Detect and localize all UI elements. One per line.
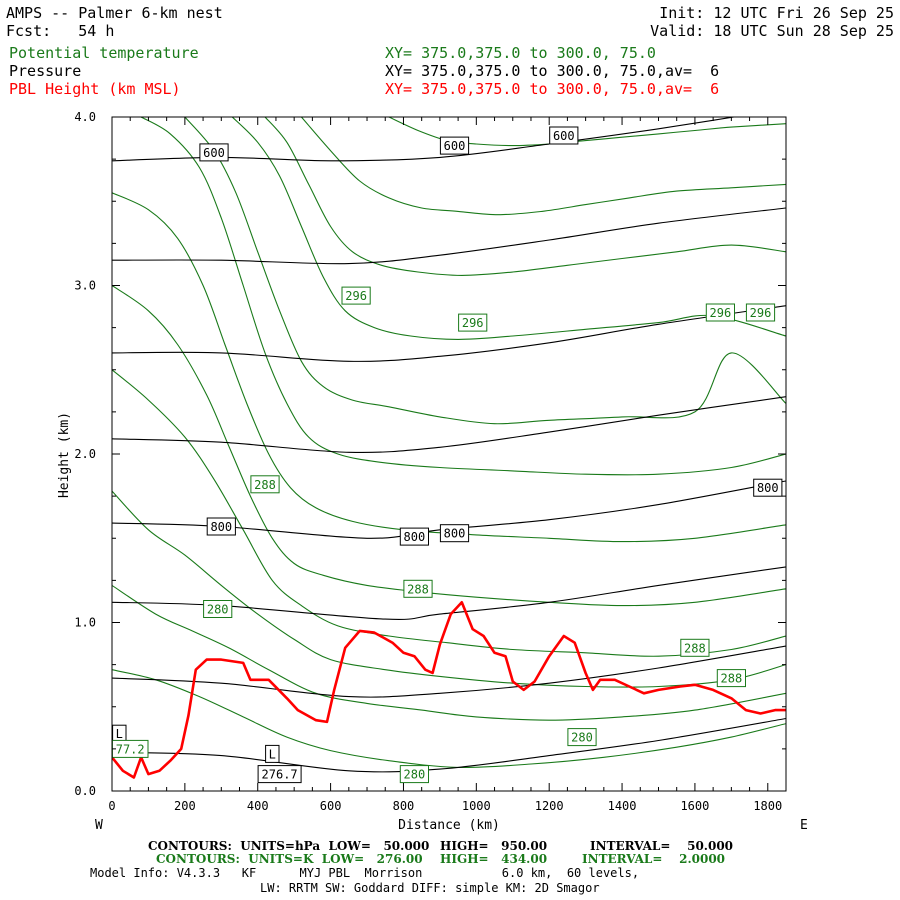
x-tick-label-7: 1400 <box>608 799 637 813</box>
west-label: W <box>95 818 103 833</box>
y-axis-label: Height (km) <box>57 412 72 498</box>
y-tick-label-4: 4.0 <box>74 110 96 124</box>
footer-contours-pressure-interval: INTERVAL= 50.000 <box>590 839 734 853</box>
pressure-label-box-1 <box>439 136 470 155</box>
pressure-label-4: 800 <box>404 530 426 544</box>
valid-time: Valid: 18 UTC Sun 28 Sep 25 <box>650 22 894 40</box>
theta-contour-4 <box>112 285 786 607</box>
footer-contours-pressure: CONTOURS: UNITS=hPa LOW= 50.000 <box>148 839 430 853</box>
pressure-contour-6 <box>112 645 786 698</box>
theta-label-box-8 <box>203 600 233 618</box>
pressure-label-box-0 <box>199 143 229 162</box>
theta-contour-8 <box>231 117 786 340</box>
theta-contour-7 <box>184 117 786 425</box>
theta-contour-2 <box>112 490 786 688</box>
theta-label-5: 288 <box>407 582 429 596</box>
y-tick-label-3: 3.0 <box>74 279 96 293</box>
theta-label-box-10 <box>399 765 429 784</box>
legend-pbl-name: PBL Height (km MSL) <box>9 80 181 98</box>
pressure-contour-7 <box>112 717 786 773</box>
y-tick-label-1: 1.0 <box>74 616 96 630</box>
theta-label-box-6 <box>680 638 710 657</box>
theta-label-11: 77.2 <box>116 742 145 756</box>
theta-contour-6 <box>140 117 786 476</box>
x-tick-label-4: 800 <box>393 799 415 813</box>
footer-model-info: Model Info: V4.3.3 KF MYJ PBL Morrison 6… <box>90 866 640 880</box>
theta-label-10: 280 <box>404 768 426 782</box>
theta-contour-5 <box>112 192 786 543</box>
x-tick-label-3: 600 <box>320 799 342 813</box>
x-tick-label-6: 1200 <box>535 799 564 813</box>
theta-contour-10 <box>300 117 786 216</box>
pressure-label-box-6 <box>753 478 783 497</box>
pressure-label-0: 600 <box>203 146 225 160</box>
theta-label-box-1 <box>458 313 488 332</box>
y-tick-label-2: 2.0 <box>74 447 96 461</box>
init-time: Init: 12 UTC Fri 26 Sep 25 <box>659 4 894 22</box>
theta-label-box-4 <box>250 475 280 494</box>
pressure-label-box-5 <box>439 524 470 543</box>
theta-label-4: 288 <box>254 478 276 492</box>
legend-pbl-xy: XY= 375.0,375.0 to 300.0, 75.0,av= 6 <box>385 80 720 98</box>
x-tick-label-2: 400 <box>247 799 269 813</box>
theta-label-box-3 <box>745 303 776 322</box>
pressure-label-6: 800 <box>757 481 779 495</box>
pressure-label-box-4 <box>399 527 429 546</box>
theta-label-7: 288 <box>721 672 743 686</box>
plot-frame <box>111 116 787 792</box>
forecast-hour: Fcst: 54 h <box>6 22 115 40</box>
legend-theta-name: Potential temperature <box>9 44 199 62</box>
theta-contour-3 <box>112 369 786 657</box>
east-label: E <box>800 818 808 833</box>
x-tick-label-9: 1800 <box>753 799 782 813</box>
pressure-label-box-8 <box>265 744 280 763</box>
pressure-label-box-9 <box>257 765 302 784</box>
pressure-label-8: L <box>269 747 276 761</box>
pbl-height-line <box>112 601 786 779</box>
theta-label-1: 296 <box>462 316 484 330</box>
theta-label-box-7 <box>716 669 746 688</box>
theta-label-8: 280 <box>207 603 229 617</box>
theta-label-3: 296 <box>750 306 772 320</box>
theta-label-box-5 <box>403 579 433 598</box>
footer-contours-theta: CONTOURS: UNITS=K LOW= 276.00 <box>156 852 423 866</box>
pressure-label-box-2 <box>549 126 579 145</box>
theta-label-box-0 <box>341 286 371 305</box>
x-tick-label-1: 200 <box>174 799 196 813</box>
legend-theta-xy: XY= 375.0,375.0 to 300.0, 75.0 <box>385 44 656 62</box>
footer-contours-theta-interval: INTERVAL= 2.0000 <box>582 852 726 866</box>
x-tick-label-8: 1600 <box>680 799 709 813</box>
theta-label-box-2 <box>705 303 735 322</box>
pressure-label-2: 600 <box>553 129 575 143</box>
pressure-contour-1 <box>112 207 786 265</box>
x-tick-label-5: 1000 <box>462 799 491 813</box>
legend-pressure-xy: XY= 375.0,375.0 to 300.0, 75.0,av= 6 <box>385 62 720 80</box>
pressure-label-5: 800 <box>444 527 466 541</box>
pressure-label-3: 800 <box>210 520 232 534</box>
y-tick-label-0: 0.0 <box>74 784 96 798</box>
pressure-label-box-3 <box>206 517 236 536</box>
title-model: AMPS -- Palmer 6-km nest <box>6 4 223 22</box>
theta-label-6: 288 <box>684 641 706 655</box>
x-axis-label: Distance (km) <box>398 818 500 833</box>
pressure-contour-3 <box>112 396 786 454</box>
theta-label-0: 296 <box>345 289 367 303</box>
theta-contour-9 <box>264 117 786 276</box>
theta-label-2: 296 <box>710 306 732 320</box>
theta-label-9: 280 <box>571 731 593 745</box>
pressure-contour-2 <box>112 305 786 362</box>
footer-contours-theta-high: HIGH= 434.00 <box>440 852 548 866</box>
pressure-label-1: 600 <box>444 139 466 153</box>
theta-label-box-9 <box>567 728 597 747</box>
pressure-label-9: 276.7 <box>262 768 298 782</box>
theta-contour-0 <box>112 669 786 769</box>
x-tick-label-0: 0 <box>108 799 115 813</box>
legend-pressure-name: Pressure <box>9 62 82 80</box>
pressure-label-7: L <box>116 727 123 741</box>
theta-contour-1 <box>112 584 786 721</box>
footer-contours-pressure-high: HIGH= 950.00 <box>440 839 548 853</box>
footer-model-info-2: LW: RRTM SW: Goddard DIFF: simple KM: 2D… <box>260 881 600 895</box>
